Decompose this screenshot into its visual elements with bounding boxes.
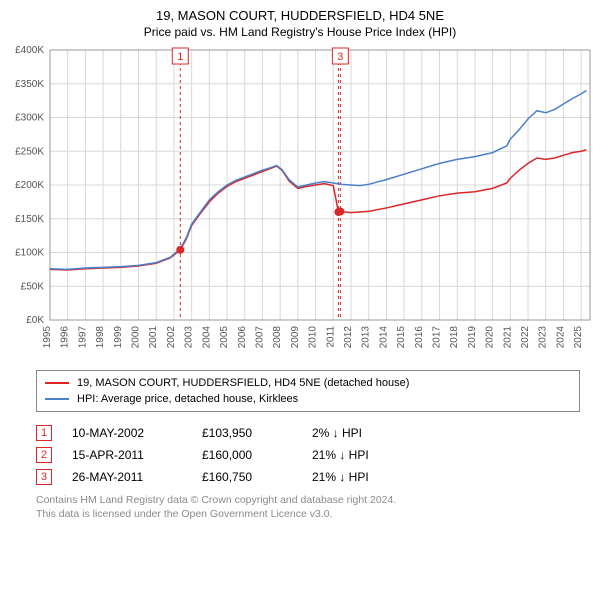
svg-text:1997: 1997 [77,326,88,349]
footer-attribution: Contains HM Land Registry data © Crown c… [36,494,580,521]
title-line1: 19, MASON COURT, HUDDERSFIELD, HD4 5NE [0,8,600,25]
svg-text:1996: 1996 [60,326,71,349]
footer-line1: Contains HM Land Registry data © Crown c… [36,494,580,508]
svg-text:£100K: £100K [15,248,44,259]
transaction-price: £160,750 [202,470,312,484]
legend-box: 19, MASON COURT, HUDDERSFIELD, HD4 5NE (… [36,370,580,412]
svg-text:2012: 2012 [343,326,354,349]
svg-text:£300K: £300K [15,113,44,124]
svg-text:2014: 2014 [378,326,389,349]
footer-line2: This data is licensed under the Open Gov… [36,508,580,522]
svg-text:2024: 2024 [555,326,566,349]
legend-swatch [45,382,69,384]
svg-text:2006: 2006 [237,326,248,349]
chart-titles: 19, MASON COURT, HUDDERSFIELD, HD4 5NE P… [0,0,600,40]
legend-row: HPI: Average price, detached house, Kirk… [45,391,571,407]
svg-text:2004: 2004 [201,326,212,349]
svg-text:2025: 2025 [573,326,584,349]
svg-text:1: 1 [177,51,183,63]
transaction-number-box: 1 [36,425,52,441]
svg-text:£200K: £200K [15,180,44,191]
svg-text:2007: 2007 [254,326,265,349]
svg-text:2018: 2018 [449,326,460,349]
svg-text:£250K: £250K [15,147,44,158]
svg-text:2003: 2003 [184,326,195,349]
svg-text:1998: 1998 [95,326,106,349]
transaction-hpi: 2% ↓ HPI [312,426,362,440]
legend-swatch [45,398,69,400]
transaction-price: £103,950 [202,426,312,440]
svg-text:2010: 2010 [308,326,319,349]
svg-text:£0K: £0K [26,315,44,326]
svg-text:2013: 2013 [361,326,372,349]
price-chart: £0K £50K £100K £150K £200K £250K £300K £350K £40… [0,40,600,370]
svg-text:2022: 2022 [520,326,531,349]
transaction-date: 26-MAY-2011 [72,470,202,484]
svg-text:2000: 2000 [131,326,142,349]
svg-text:£150K: £150K [15,214,44,225]
svg-text:2015: 2015 [396,326,407,349]
transaction-number-box: 3 [36,469,52,485]
transaction-row: 2 15-APR-2011£160,00021% ↓ HPI [36,444,600,466]
svg-text:1999: 1999 [113,326,124,349]
transaction-hpi: 21% ↓ HPI [312,470,369,484]
transaction-row: 3 26-MAY-2011£160,75021% ↓ HPI [36,466,600,488]
svg-text:2019: 2019 [467,326,478,349]
svg-text:2008: 2008 [272,326,283,349]
svg-text:2005: 2005 [219,326,230,349]
svg-text:£400K: £400K [15,45,44,56]
svg-text:2001: 2001 [148,326,159,349]
transaction-number-box: 2 [36,447,52,463]
transaction-date: 10-MAY-2002 [72,426,202,440]
svg-text:3: 3 [337,51,343,63]
transaction-date: 15-APR-2011 [72,448,202,462]
svg-text:2009: 2009 [290,326,301,349]
legend-label: 19, MASON COURT, HUDDERSFIELD, HD4 5NE (… [77,377,409,389]
svg-text:2017: 2017 [432,326,443,349]
title-line2: Price paid vs. HM Land Registry's House … [0,25,600,41]
svg-text:2002: 2002 [166,326,177,349]
svg-text:£50K: £50K [21,282,45,293]
transaction-price: £160,000 [202,448,312,462]
svg-text:2023: 2023 [538,326,549,349]
svg-text:1995: 1995 [42,326,53,349]
svg-text:2011: 2011 [325,326,336,348]
transaction-row: 1 10-MAY-2002£103,9502% ↓ HPI [36,422,600,444]
legend-label: HPI: Average price, detached house, Kirk… [77,393,298,405]
legend-row: 19, MASON COURT, HUDDERSFIELD, HD4 5NE (… [45,375,571,391]
transactions-table: 1 10-MAY-2002£103,9502% ↓ HPI 2 15-APR-2011… [36,422,600,488]
svg-text:2021: 2021 [502,326,513,349]
svg-text:£350K: £350K [15,79,44,90]
svg-text:2020: 2020 [485,326,496,349]
transaction-hpi: 21% ↓ HPI [312,448,369,462]
svg-text:2016: 2016 [414,326,425,349]
